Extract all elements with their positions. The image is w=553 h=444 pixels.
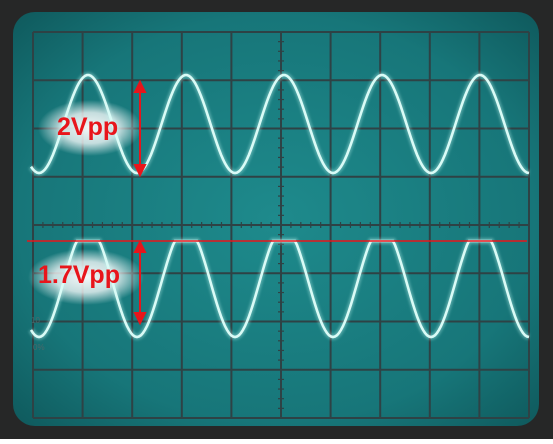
graticule-ticks — [32, 31, 520, 419]
arrow-bottom — [133, 239, 147, 326]
amplitude-label-bottom: 1.7Vpp — [38, 261, 120, 289]
amplitude-label-top: 2Vpp — [57, 113, 119, 141]
scale-label-0: 0% — [33, 343, 45, 352]
arrow-top — [133, 79, 147, 178]
trace-top — [29, 73, 530, 175]
scale-label-10: 10 — [31, 316, 40, 325]
